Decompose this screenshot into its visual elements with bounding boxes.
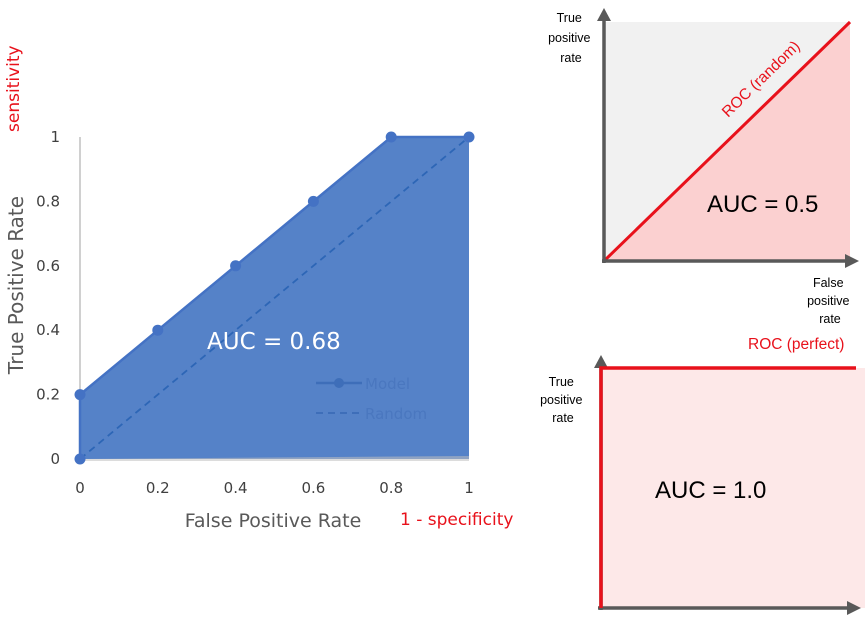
x-tick-label-1: 0.2 (146, 479, 170, 497)
model-point-4 (307, 195, 319, 207)
y-tick-labels: 0 0.2 0.4 0.6 0.8 1 (36, 128, 60, 468)
tr-y-arrow-icon (597, 8, 611, 21)
y-tick-label-4: 0.8 (36, 192, 60, 210)
x-tick-labels: 0 0.2 0.4 0.6 0.8 1 (75, 479, 474, 497)
legend: Model Random (316, 375, 427, 423)
tr-auc-annotation: AUC = 0.5 (707, 191, 818, 218)
specificity-note: 1 - specificity (400, 510, 513, 530)
x-tick-label-5: 1 (464, 479, 474, 497)
br-auc-annotation: AUC = 1.0 (655, 477, 766, 504)
legend-model-label: Model (365, 375, 410, 393)
y-tick-label-0: 0 (50, 450, 60, 468)
tr-y-label-1: True (557, 11, 582, 25)
br-x-arrow-icon (847, 601, 861, 615)
br-region (601, 368, 865, 608)
tr-roc-line (602, 20, 852, 263)
x-tick-label-4: 0.8 (379, 479, 403, 497)
main-roc-chart: 0 0.2 0.4 0.6 0.8 1 0 0.2 0.4 0.6 0.8 1 False Posi… (4, 45, 513, 532)
random-diagonal-line (79, 136, 470, 460)
br-roc-line (599, 366, 856, 608)
sensitivity-note: sensitivity (4, 45, 24, 132)
model-point-2 (152, 324, 164, 336)
tr-x-label-1: False (813, 276, 844, 290)
tr-x-label-2: positive (807, 294, 849, 308)
tr-y-label-3: rate (560, 51, 582, 65)
br-y-arrow-icon (594, 355, 608, 368)
tr-y-label-2: positive (548, 31, 590, 45)
x-axis-label: False Positive Rate (185, 510, 362, 532)
br-y-label: True positive rate (540, 375, 586, 425)
y-tick-label-5: 1 (50, 128, 60, 146)
y-tick-label-3: 0.6 (36, 257, 60, 275)
br-y-label-3: rate (552, 411, 574, 425)
x-tick-label-2: 0.4 (224, 479, 248, 497)
model-point-5 (385, 131, 397, 143)
y-axis-label: True Positive Rate (4, 196, 28, 375)
legend-random-label: Random (365, 405, 427, 423)
main-auc-annotation: AUC = 0.68 (207, 329, 341, 355)
y-tick-label-2: 0.4 (36, 321, 60, 339)
model-point-6 (463, 131, 475, 143)
tr-x-label-3: rate (819, 312, 841, 326)
model-point-3 (230, 260, 242, 272)
tr-y-label: True positive rate (548, 11, 594, 65)
model-markers (74, 131, 475, 465)
legend-model-marker (334, 378, 344, 388)
baseline-edge (80, 456, 469, 461)
perfect-roc-diagram: True positive rate ROC (perfect) AUC = 1… (540, 336, 865, 615)
br-y-label-2: positive (540, 393, 582, 407)
x-tick-label-0: 0 (75, 479, 85, 497)
x-tick-label-3: 0.6 (301, 479, 325, 497)
model-point-1 (74, 389, 86, 401)
random-roc-diagram: True positive rate False positive rate R… (548, 8, 859, 326)
y-tick-label-1: 0.2 (36, 386, 60, 404)
br-curve-label: ROC (perfect) (748, 336, 844, 353)
br-y-label-1: True (549, 375, 574, 389)
model-point-0 (74, 453, 86, 465)
tr-x-label: False positive rate (807, 276, 853, 326)
tr-x-arrow-icon (845, 254, 859, 268)
